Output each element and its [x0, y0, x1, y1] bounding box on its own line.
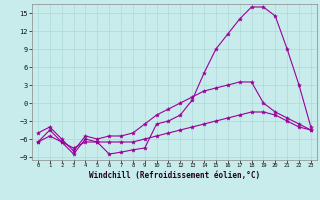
X-axis label: Windchill (Refroidissement éolien,°C): Windchill (Refroidissement éolien,°C): [89, 171, 260, 180]
